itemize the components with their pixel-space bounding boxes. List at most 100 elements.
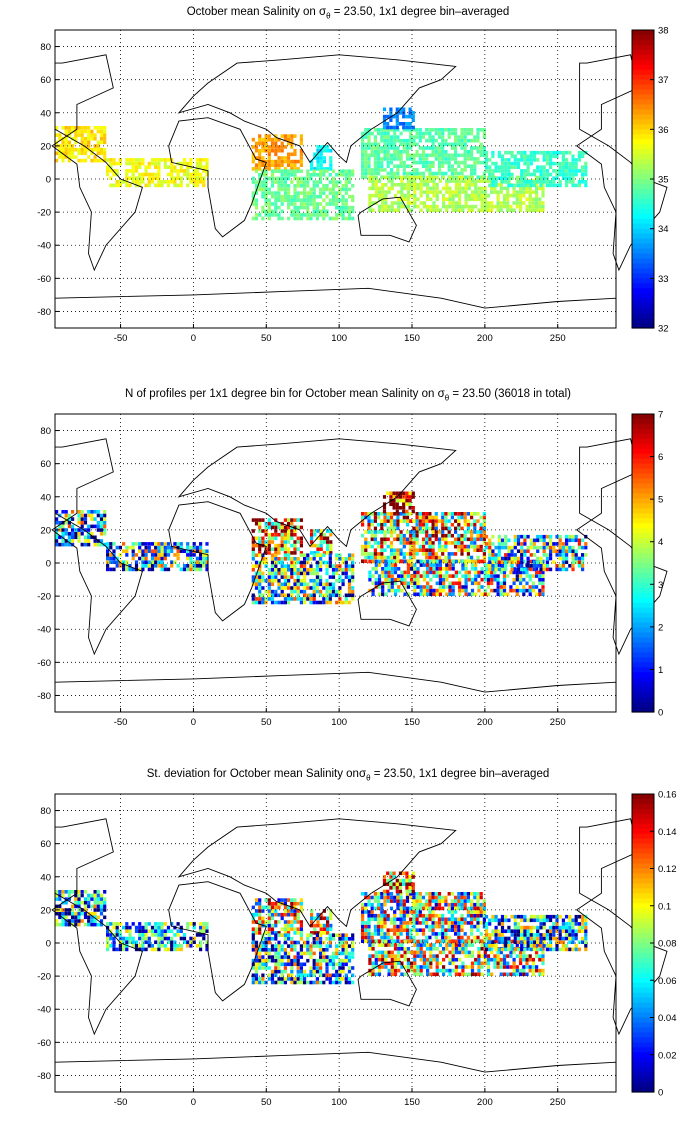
data-cell bbox=[287, 551, 291, 555]
data-cell bbox=[347, 205, 352, 210]
data-cell bbox=[389, 895, 394, 900]
data-cell bbox=[490, 581, 494, 586]
data-cell bbox=[287, 977, 291, 981]
data-cell bbox=[189, 161, 193, 166]
data-cell bbox=[283, 564, 287, 568]
data-cell bbox=[429, 186, 433, 191]
data-cell bbox=[451, 563, 455, 567]
data-cell bbox=[310, 536, 314, 541]
data-cell bbox=[157, 564, 161, 568]
title-subscript: θ bbox=[366, 773, 371, 783]
data-cell bbox=[364, 175, 368, 179]
data-cell bbox=[306, 940, 310, 945]
data-cell bbox=[202, 560, 206, 564]
data-cell bbox=[309, 966, 313, 970]
data-cell bbox=[434, 906, 438, 911]
data-cell bbox=[491, 553, 495, 557]
data-cell bbox=[425, 530, 429, 534]
data-cell bbox=[454, 208, 458, 213]
data-cell bbox=[431, 149, 435, 154]
data-cell bbox=[315, 586, 319, 590]
data-cell bbox=[283, 597, 287, 601]
data-cell bbox=[361, 552, 365, 556]
data-cell bbox=[431, 899, 435, 903]
data-cell bbox=[351, 184, 355, 188]
data-cell bbox=[432, 592, 436, 597]
data-cell bbox=[267, 176, 271, 181]
data-cell bbox=[364, 146, 368, 150]
data-cell bbox=[131, 922, 135, 926]
data-cell bbox=[386, 146, 390, 150]
data-cell bbox=[504, 161, 508, 166]
data-cell bbox=[176, 556, 180, 561]
data-cell bbox=[58, 890, 62, 894]
data-cell bbox=[296, 931, 300, 935]
data-cell bbox=[447, 533, 451, 538]
data-cell bbox=[380, 921, 384, 925]
data-cell bbox=[402, 107, 406, 112]
data-cell bbox=[419, 563, 423, 567]
data-cell bbox=[412, 913, 416, 918]
data-cell bbox=[412, 921, 416, 925]
data-cell bbox=[299, 202, 303, 206]
data-cell bbox=[322, 213, 326, 217]
data-cell bbox=[299, 901, 303, 906]
data-cell bbox=[476, 146, 480, 150]
data-cell bbox=[565, 180, 569, 184]
data-cell bbox=[461, 574, 465, 578]
data-cell bbox=[419, 201, 423, 205]
data-cell bbox=[374, 570, 378, 575]
data-cell bbox=[274, 209, 278, 214]
data-cell bbox=[283, 593, 287, 598]
data-cells bbox=[55, 871, 588, 985]
data-cell bbox=[466, 153, 470, 158]
data-cell bbox=[431, 928, 435, 932]
data-cell bbox=[299, 905, 303, 910]
data-cell bbox=[454, 171, 458, 176]
data-cell bbox=[434, 138, 438, 143]
data-cell bbox=[118, 564, 122, 568]
data-cell bbox=[293, 955, 297, 959]
data-cell bbox=[561, 560, 565, 564]
data-cell bbox=[490, 201, 494, 205]
data-cell bbox=[428, 515, 432, 520]
data-cell bbox=[418, 131, 422, 136]
data-cell bbox=[293, 589, 297, 594]
data-cell bbox=[186, 556, 190, 561]
data-cell bbox=[571, 553, 575, 557]
data-cell bbox=[520, 172, 524, 177]
colorbar-segment bbox=[632, 483, 654, 490]
data-cell bbox=[319, 916, 323, 921]
data-cell bbox=[192, 567, 196, 572]
data-cell bbox=[83, 136, 88, 141]
data-cell bbox=[71, 915, 75, 920]
data-cell bbox=[377, 171, 381, 176]
data-cell bbox=[419, 588, 423, 593]
data-cell bbox=[482, 537, 486, 542]
data-cell bbox=[326, 920, 330, 924]
data-cell bbox=[535, 204, 539, 209]
data-cell bbox=[306, 933, 310, 937]
data-cell bbox=[383, 522, 387, 527]
data-cell bbox=[160, 564, 164, 568]
data-cell bbox=[383, 932, 387, 936]
data-cell bbox=[555, 564, 559, 568]
colorbar-segment bbox=[632, 592, 654, 599]
data-cell bbox=[437, 913, 442, 918]
data-cell bbox=[438, 588, 442, 593]
data-cell bbox=[402, 160, 406, 165]
data-cell bbox=[283, 159, 287, 164]
data-cell bbox=[157, 936, 161, 941]
data-cell bbox=[83, 897, 88, 901]
data-cell bbox=[381, 204, 385, 209]
data-cell bbox=[411, 125, 415, 130]
data-cell bbox=[444, 128, 448, 132]
data-cell bbox=[138, 922, 142, 926]
data-cell bbox=[270, 191, 275, 195]
data-cell bbox=[502, 570, 507, 575]
data-cell bbox=[93, 900, 97, 905]
data-cell bbox=[319, 931, 323, 935]
data-cell bbox=[61, 140, 65, 145]
data-cell bbox=[306, 180, 310, 184]
data-cell bbox=[418, 910, 422, 914]
